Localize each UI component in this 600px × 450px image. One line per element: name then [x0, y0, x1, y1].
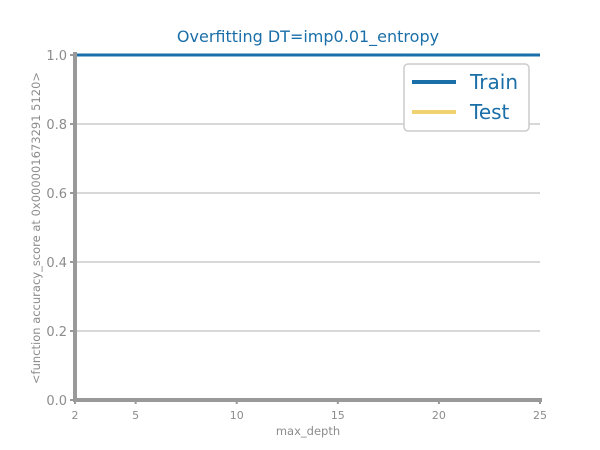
y-tick-label-1: 0.2: [46, 325, 67, 340]
x-tick-label-2: 10: [230, 409, 244, 422]
x-tick-label-3: 15: [331, 409, 345, 422]
y-ticks: 0.0 0.2 0.4 0.6 0.8 1.0: [46, 49, 75, 409]
x-axis-label: max_depth: [276, 424, 340, 438]
y-tick-label-0: 0.0: [46, 394, 67, 409]
chart-title: Overfitting DT=imp0.01_entropy: [177, 27, 439, 47]
y-tick-label-3: 0.6: [46, 187, 67, 202]
y-tick-label-5: 1.0: [46, 49, 67, 64]
y-axis-label: <function accuracy_score at 0x0000016732…: [29, 72, 43, 384]
y-tick-label-4: 0.8: [46, 118, 67, 133]
x-ticks: 2 5 10 15 20 25: [72, 400, 547, 422]
x-tick-label-5: 25: [533, 409, 547, 422]
legend-label-train: Train: [469, 70, 518, 94]
x-tick-label-0: 2: [72, 409, 79, 422]
x-tick-label-4: 20: [432, 409, 446, 422]
axes: [73, 52, 542, 402]
legend-label-test: Test: [469, 100, 510, 124]
legend: Train Test: [403, 63, 530, 132]
x-tick-label-1: 5: [132, 409, 139, 422]
y-tick-label-2: 0.4: [46, 256, 67, 271]
